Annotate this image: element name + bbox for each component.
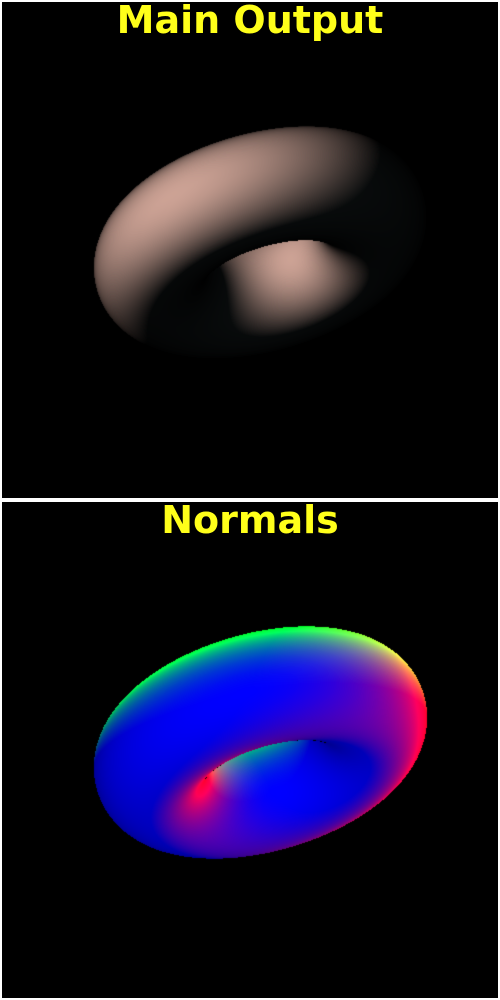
normals-torus-render [2,502,498,998]
main-output-viewport: Main Output [2,2,498,498]
main-output-title: Main Output [116,2,384,42]
normals-viewport: Normals [2,502,498,998]
normals-title: Normals [161,502,339,542]
main-output-torus-render [2,2,498,498]
